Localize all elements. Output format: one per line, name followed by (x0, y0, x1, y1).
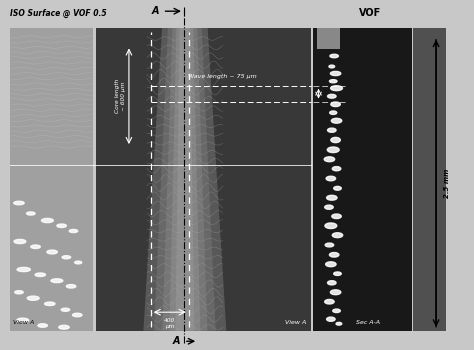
Text: A: A (173, 336, 180, 346)
Ellipse shape (73, 313, 82, 317)
Ellipse shape (47, 250, 57, 254)
Bar (10, 28, 93, 331)
Ellipse shape (38, 324, 47, 327)
Ellipse shape (324, 157, 335, 162)
Text: View A: View A (285, 321, 307, 326)
Ellipse shape (66, 285, 76, 288)
Ellipse shape (332, 233, 343, 238)
Ellipse shape (334, 272, 341, 275)
Ellipse shape (326, 262, 336, 267)
Ellipse shape (329, 111, 337, 114)
Ellipse shape (333, 309, 340, 313)
Ellipse shape (329, 80, 337, 83)
Bar (313, 28, 412, 331)
Bar (413, 28, 446, 331)
Polygon shape (162, 28, 207, 331)
Ellipse shape (332, 214, 341, 218)
Ellipse shape (14, 201, 24, 205)
Ellipse shape (326, 176, 336, 181)
Ellipse shape (17, 318, 29, 322)
Ellipse shape (27, 296, 39, 300)
Ellipse shape (331, 102, 340, 107)
Ellipse shape (17, 267, 30, 272)
Ellipse shape (328, 281, 336, 285)
Ellipse shape (330, 54, 338, 58)
Text: A: A (152, 6, 159, 16)
Polygon shape (143, 28, 227, 331)
Ellipse shape (35, 273, 46, 276)
Text: View A: View A (13, 321, 34, 326)
Ellipse shape (329, 65, 335, 68)
Ellipse shape (45, 302, 55, 306)
Text: 400
μm: 400 μm (164, 318, 175, 329)
Text: VOF: VOF (359, 8, 381, 18)
Text: 2.5 mm: 2.5 mm (444, 169, 449, 198)
Ellipse shape (61, 308, 70, 312)
Ellipse shape (330, 290, 341, 295)
Ellipse shape (330, 86, 342, 91)
Ellipse shape (325, 205, 333, 209)
Polygon shape (154, 28, 216, 331)
Ellipse shape (62, 256, 71, 259)
Ellipse shape (57, 224, 66, 228)
Ellipse shape (59, 326, 69, 329)
Text: Core length
~ 600 μm: Core length ~ 600 μm (115, 79, 126, 113)
Text: ISO Surface @ VOF 0.5: ISO Surface @ VOF 0.5 (10, 9, 107, 18)
Ellipse shape (14, 239, 26, 244)
Ellipse shape (328, 128, 336, 132)
Ellipse shape (329, 253, 339, 257)
Ellipse shape (334, 186, 341, 190)
Polygon shape (175, 28, 194, 331)
Ellipse shape (31, 245, 40, 248)
Text: Sec A-A: Sec A-A (356, 321, 380, 326)
Bar (317, 28, 340, 49)
Ellipse shape (332, 167, 341, 171)
Bar (96, 28, 311, 331)
Ellipse shape (330, 71, 341, 76)
Ellipse shape (325, 299, 334, 304)
Ellipse shape (336, 322, 342, 325)
Ellipse shape (325, 243, 334, 247)
Ellipse shape (327, 317, 335, 321)
Ellipse shape (15, 290, 23, 294)
Ellipse shape (327, 147, 339, 153)
Polygon shape (170, 28, 200, 331)
Ellipse shape (331, 137, 340, 143)
Text: Wave length ~ 75 μm: Wave length ~ 75 μm (188, 74, 257, 79)
Ellipse shape (328, 94, 336, 98)
Ellipse shape (75, 261, 82, 264)
Ellipse shape (51, 279, 63, 283)
Ellipse shape (327, 195, 337, 200)
Ellipse shape (69, 230, 78, 232)
Ellipse shape (331, 118, 342, 123)
Ellipse shape (325, 223, 337, 229)
Ellipse shape (42, 218, 54, 223)
Ellipse shape (27, 212, 35, 215)
